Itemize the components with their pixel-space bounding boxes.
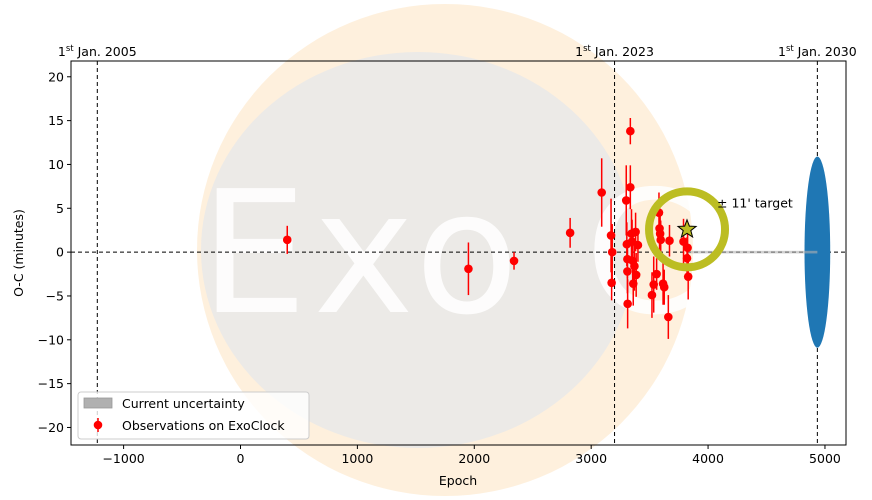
uncertainty-layer <box>687 156 831 348</box>
observation-point-0 <box>282 235 292 245</box>
exoclock-watermark-logo: Exo Clock <box>197 4 872 496</box>
target-label: ± 11' target <box>717 195 793 210</box>
legend-box <box>77 391 310 440</box>
observation-point-23 <box>647 290 657 300</box>
y-tick-label-5: 5 <box>56 201 64 216</box>
observation-point-25 <box>652 269 661 279</box>
x-tick-label-3: 2000 <box>458 451 490 466</box>
x-tick-label-6: 5000 <box>809 451 841 466</box>
observation-point-2 <box>509 256 519 266</box>
observation-point-8 <box>621 196 631 205</box>
current-uncertainty-ellipse <box>804 156 831 348</box>
observation-point-29 <box>656 235 666 245</box>
legend-label-uncertainty: Current uncertainty <box>122 396 245 411</box>
y-tick-label-4: 0 <box>56 245 64 260</box>
date-marker-label-1: 1st Jan. 2023 <box>575 44 654 59</box>
date-markers: 1st Jan. 2005 1st Jan. 2023 1st Jan. 2030 <box>58 44 857 59</box>
observation-point-1 <box>464 264 473 274</box>
legend-label-obs: Observations on ExoClock <box>122 418 285 433</box>
observation-point-5 <box>606 231 616 240</box>
observation-point-3 <box>565 228 575 238</box>
observation-point-36 <box>683 243 692 253</box>
observation-point-14 <box>626 182 635 192</box>
current-uncertainty-band <box>687 250 818 254</box>
observation-point-37 <box>683 272 693 281</box>
y-tick-label-2: −10 <box>38 332 64 347</box>
y-tick-label-0: −20 <box>38 420 64 435</box>
observation-point-11 <box>623 267 632 276</box>
watermark-text: Exo Clock <box>200 155 872 353</box>
y-tick-label-3: −5 <box>46 288 64 303</box>
target-layer: ± 11' target <box>645 187 793 272</box>
observation-point-21 <box>631 270 641 280</box>
legend: Current uncertainty Observations on ExoC… <box>77 391 310 440</box>
observation-point-12 <box>623 299 632 309</box>
x-tick-label-2: 1000 <box>341 451 373 466</box>
observation-point-6 <box>607 247 617 257</box>
observation-point-33 <box>665 236 674 246</box>
observation-point-4 <box>597 188 606 197</box>
target-ring <box>645 187 730 272</box>
y-axis-label: O-C (minutes) <box>11 209 26 297</box>
target-star <box>676 218 698 239</box>
observation-point-18 <box>628 279 638 288</box>
x-axis-ticks: −1000 0 1000 2000 3000 4000 5000 <box>102 445 841 466</box>
observation-point-22 <box>633 240 643 250</box>
observation-point-32 <box>664 312 673 322</box>
observation-point-19 <box>630 261 639 271</box>
y-axis-ticks: −20 −15 −10 −5 0 5 10 15 20 <box>38 69 71 435</box>
observation-point-31 <box>659 282 669 292</box>
y-tick-label-8: 20 <box>48 69 64 84</box>
x-tick-label-4: 3000 <box>575 451 607 466</box>
observation-point-24 <box>649 280 659 289</box>
legend-swatch-uncertainty <box>83 397 113 409</box>
plot-area-frame <box>70 60 847 446</box>
x-tick-label-0: −1000 <box>102 451 144 466</box>
y-tick-label-6: 10 <box>48 157 64 172</box>
x-axis-label: Epoch <box>439 473 477 488</box>
date-marker-label-2: 1st Jan. 2030 <box>778 44 857 59</box>
observation-point-34 <box>679 237 688 246</box>
y-tick-label-1: −15 <box>38 376 64 391</box>
date-marker-label-0: 1st Jan. 2005 <box>58 44 137 59</box>
legend-marker-obs <box>93 420 103 430</box>
x-tick-label-5: 4000 <box>692 451 724 466</box>
observation-point-13 <box>626 126 635 136</box>
x-tick-label-1: 0 <box>237 451 245 466</box>
observation-point-7 <box>607 278 616 288</box>
y-tick-label-7: 15 <box>48 113 64 128</box>
